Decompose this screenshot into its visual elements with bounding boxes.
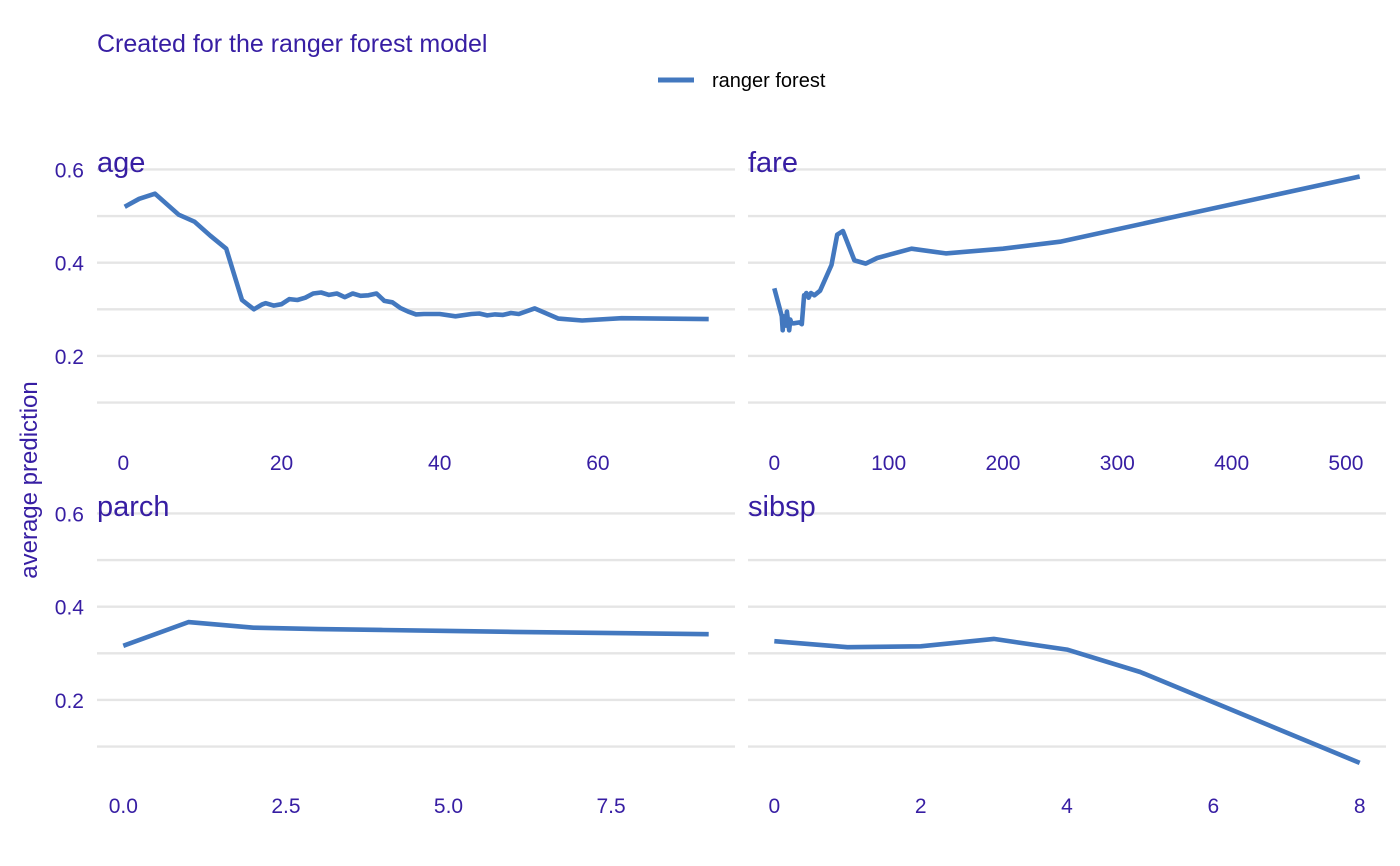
x-tick-label: 300 <box>1100 452 1135 475</box>
x-tick-label: 0.0 <box>109 795 138 818</box>
x-tick-label: 40 <box>428 452 451 475</box>
panel-title: age <box>97 147 145 179</box>
x-tick-label: 200 <box>985 452 1020 475</box>
y-axis-label: average prediction <box>16 381 43 578</box>
series-line-fare <box>772 174 1361 333</box>
legend-label: ranger forest <box>712 70 826 92</box>
x-tick-label: 2.5 <box>271 795 300 818</box>
x-tick-label: 6 <box>1207 795 1219 818</box>
panel-title: sibsp <box>748 491 816 523</box>
y-tick-label: 0.6 <box>55 159 84 182</box>
x-tick-label: 0 <box>117 452 129 475</box>
panel-title: parch <box>97 491 170 523</box>
x-tick-label: 8 <box>1354 795 1366 818</box>
x-tick-label: 5.0 <box>434 795 463 818</box>
y-tick-label: 0.2 <box>55 346 84 369</box>
panel-title: fare <box>748 147 798 179</box>
y-tick-label: 0.4 <box>55 253 85 276</box>
x-tick-label: 60 <box>586 452 609 475</box>
panel-sibsp: sibsp 0 2 4 6 8 <box>748 491 1386 818</box>
series-line-sibsp <box>774 636 1361 766</box>
series-line-parch <box>122 619 709 648</box>
x-tick-label: 2 <box>915 795 927 818</box>
y-tick-label: 0.6 <box>55 503 84 526</box>
legend: ranger forest <box>658 70 826 92</box>
x-tick-label: 0 <box>768 795 780 818</box>
x-tick-label: 0 <box>768 452 780 475</box>
y-tick-label: 0.2 <box>55 690 84 713</box>
panel-fare: fare 0 100 200 300 400 500 <box>748 147 1386 475</box>
x-tick-label: 20 <box>270 452 293 475</box>
series-line-age <box>123 191 709 323</box>
chart-subtitle: Created for the ranger forest model <box>97 30 487 58</box>
x-tick-label: 500 <box>1328 452 1363 475</box>
x-tick-label: 400 <box>1214 452 1249 475</box>
x-tick-label: 7.5 <box>597 795 626 818</box>
y-tick-label: 0.4 <box>55 597 85 620</box>
panel-parch: parch 0.2 0.4 0.6 0.0 2.5 5.0 7.5 <box>55 491 735 818</box>
panel-age: age 0.2 0.4 0.6 0 20 40 60 <box>55 147 735 475</box>
x-tick-label: 4 <box>1061 795 1073 818</box>
x-tick-label: 100 <box>871 452 906 475</box>
